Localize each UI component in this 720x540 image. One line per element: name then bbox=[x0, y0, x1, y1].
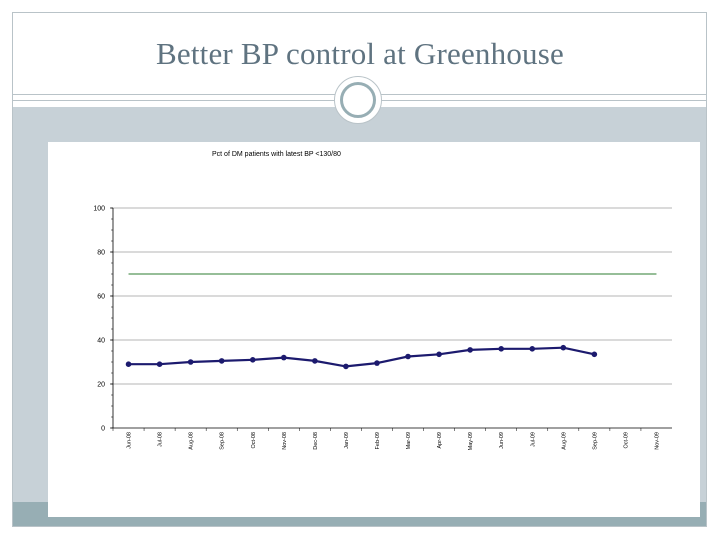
x-tick-label: Aug-09 bbox=[561, 432, 567, 450]
x-tick-label: Jul-09 bbox=[530, 432, 536, 447]
data-point bbox=[498, 346, 504, 352]
data-point bbox=[529, 346, 536, 352]
x-tick-label: Sep-08 bbox=[220, 432, 226, 450]
x-tick-label: Jun-09 bbox=[499, 432, 505, 449]
slide-title: Better BP control at Greenhouse bbox=[156, 36, 564, 71]
y-tick-label: 0 bbox=[101, 426, 105, 433]
x-tick-label: Oct-09 bbox=[623, 432, 629, 449]
x-tick-label: Oct-08 bbox=[251, 432, 257, 449]
chart-title: Pct of DM patients with latest BP <130/8… bbox=[212, 151, 341, 158]
y-tick-label: 80 bbox=[97, 250, 105, 257]
x-tick-label: May-09 bbox=[468, 432, 474, 450]
y-axis-ticks: 0 20 40 60 80 100 bbox=[93, 206, 113, 433]
x-tick-label: Feb-09 bbox=[375, 432, 381, 449]
axes bbox=[112, 208, 672, 429]
x-tick-label: Nov-09 bbox=[654, 432, 660, 450]
data-point bbox=[312, 358, 318, 364]
data-point bbox=[343, 363, 349, 370]
x-tick-label: Aug-08 bbox=[189, 432, 195, 450]
chart-panel: Pct of DM patients with latest BP <130/8… bbox=[48, 142, 700, 517]
data-point bbox=[156, 361, 163, 367]
x-axis-ticks: Jun-08 Jul-08 Aug-08 Sep-08 Oct-08 Nov-08 Dec-… bbox=[112, 428, 660, 450]
x-tick-label: Apr-09 bbox=[437, 432, 443, 449]
data-point bbox=[436, 351, 442, 358]
x-tick-label: Nov-08 bbox=[282, 432, 288, 450]
data-point bbox=[125, 361, 132, 367]
data-point bbox=[249, 357, 256, 363]
data-point bbox=[187, 359, 194, 365]
x-tick-label: Jan-09 bbox=[344, 432, 350, 449]
x-tick-label: Mar-09 bbox=[406, 432, 412, 449]
series bbox=[125, 273, 657, 370]
series-line bbox=[128, 346, 595, 368]
y-tick-label: 100 bbox=[93, 206, 105, 213]
x-tick-label: Jul-08 bbox=[158, 432, 164, 447]
data-point bbox=[467, 347, 473, 353]
y-tick-label: 60 bbox=[97, 294, 105, 301]
line-chart: Pct of DM patients with latest BP <130/8… bbox=[93, 151, 672, 450]
x-tick-label: Jun-08 bbox=[127, 432, 133, 449]
data-point bbox=[591, 351, 598, 358]
data-point bbox=[374, 360, 380, 366]
y-tick-label: 20 bbox=[97, 382, 105, 389]
data-point bbox=[281, 354, 287, 361]
data-point bbox=[560, 344, 567, 351]
x-tick-label: Dec-08 bbox=[313, 432, 319, 450]
x-tick-label: Sep-09 bbox=[592, 432, 598, 450]
y-tick-label: 40 bbox=[97, 338, 105, 345]
data-point bbox=[218, 358, 225, 364]
data-point bbox=[405, 353, 411, 360]
ornament-ring-icon bbox=[340, 82, 376, 118]
gridlines bbox=[113, 207, 672, 385]
